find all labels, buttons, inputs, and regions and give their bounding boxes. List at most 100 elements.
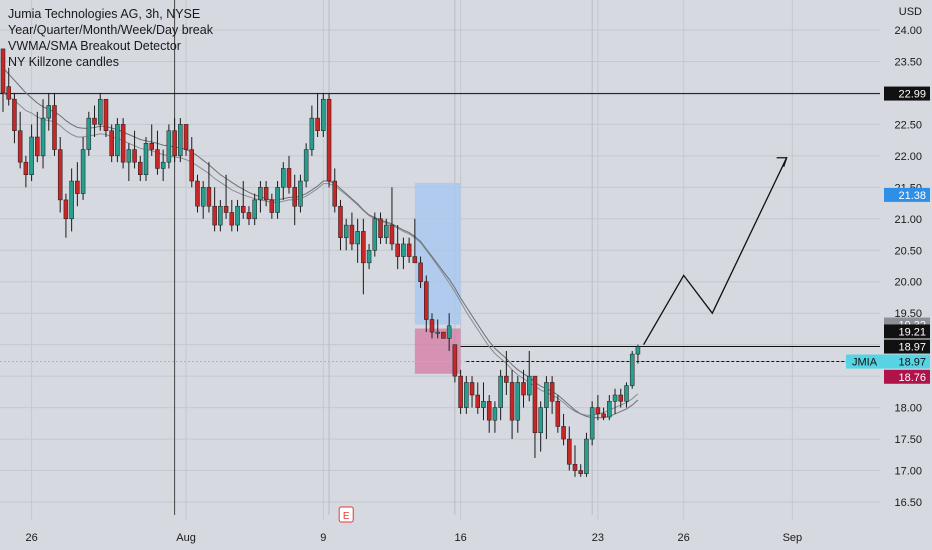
symbol-tag-bg (846, 354, 884, 369)
y-tick-label: 16.50 (894, 497, 922, 509)
candle (303, 143, 309, 188)
candle-body (361, 231, 366, 264)
candle-body (195, 180, 200, 207)
candle-body (69, 180, 74, 220)
indicator-period-break[interactable]: Year/Quarter/Month/Week/Day break (8, 23, 213, 37)
candle (80, 136, 86, 200)
candle (589, 401, 595, 446)
candle-body (372, 218, 378, 251)
candle (464, 376, 469, 414)
indicator-killzone[interactable]: NY Killzone candles (8, 55, 119, 69)
chart-title[interactable]: Jumia Technologies AG, 3h, NYSE (8, 7, 201, 21)
candle-body (52, 105, 57, 150)
candle-body (532, 375, 538, 434)
y-tick-label: 19.50 (894, 308, 922, 320)
price-tag: 18.76 (884, 369, 930, 384)
position-profit-zone (414, 182, 461, 325)
candle-body (366, 250, 372, 264)
price-tag: 22.99 (884, 86, 930, 101)
candle-body (504, 375, 509, 383)
candle-body (355, 231, 360, 245)
y-tick-label: 18.00 (894, 403, 922, 415)
price-tag-label: 18.97 (898, 342, 926, 354)
candle-body (401, 243, 406, 257)
candle-body (406, 243, 412, 257)
candle-body (178, 124, 183, 157)
candle-body (486, 401, 492, 421)
candle (109, 124, 114, 163)
candle (23, 155, 29, 188)
candle (57, 136, 63, 213)
candle (635, 344, 641, 364)
candle (595, 395, 601, 421)
candle-body (389, 224, 395, 245)
candle (486, 395, 492, 433)
x-tick-label: 9 (320, 532, 326, 544)
y-tick-label: 20.00 (894, 277, 922, 289)
candle-body (92, 117, 97, 125)
candle (383, 218, 389, 244)
projection-path (643, 157, 788, 346)
candle (29, 124, 34, 182)
candle (338, 199, 343, 251)
candle-body (578, 470, 583, 474)
candle (269, 193, 275, 219)
candle-body (469, 382, 475, 396)
price-tag: 21.38 (884, 187, 930, 202)
candle-body (292, 187, 297, 207)
candle (120, 118, 126, 169)
candle (458, 369, 463, 414)
candle-body (526, 375, 532, 396)
candle-body (321, 98, 326, 131)
candle-body (143, 143, 149, 175)
candle (298, 174, 303, 213)
projection-arrowhead (776, 157, 788, 167)
candle-body (378, 218, 383, 238)
candle-body (212, 205, 217, 226)
candle-body (452, 344, 458, 377)
y-tick-label: 21.00 (894, 214, 922, 226)
x-tick-label: Sep (783, 532, 803, 544)
candle (6, 67, 11, 106)
candle-body (521, 382, 526, 396)
candle-body (246, 212, 252, 220)
candle (469, 376, 475, 408)
candle-body (252, 199, 257, 220)
symbol-tag-label: JMIA (852, 357, 878, 369)
candle-body (612, 394, 618, 402)
candle (69, 168, 74, 232)
candle (103, 98, 109, 137)
candle (326, 92, 332, 188)
candle-body (549, 382, 555, 402)
price-tag-bg (884, 187, 930, 202)
candle-body (160, 161, 166, 169)
candle (567, 426, 572, 471)
price-tag-bg (884, 324, 930, 339)
vwma-line (2, 67, 639, 419)
candle-body (46, 105, 52, 119)
candle (366, 243, 372, 270)
candle (406, 237, 412, 263)
candle-body (0, 48, 6, 94)
candle-body (595, 407, 601, 415)
candle-body (223, 205, 229, 213)
candle-body (235, 205, 240, 226)
candle (240, 181, 246, 219)
candle (515, 376, 521, 433)
candle (92, 105, 97, 137)
candle-body (429, 319, 435, 333)
candle-body (515, 382, 521, 421)
candle-body (441, 331, 446, 339)
candle (155, 130, 160, 175)
x-tick-label: 26 (678, 532, 690, 544)
candle-body (120, 124, 126, 163)
candle (492, 401, 498, 433)
candle (275, 181, 280, 219)
candle (35, 111, 40, 163)
candle-body (458, 375, 463, 408)
candle-body (155, 149, 160, 169)
indicator-vwma-sma[interactable]: VWMA/SMA Breakout Detector (8, 39, 181, 53)
candle-body (435, 331, 440, 334)
